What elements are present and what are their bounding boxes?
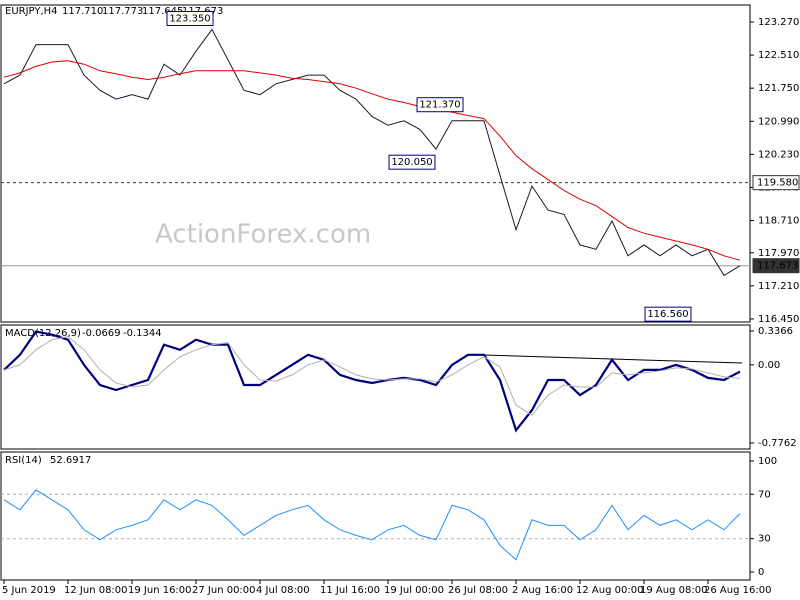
rsi-title: RSI(14) [5, 455, 42, 466]
level-label: 119.580 [757, 178, 798, 189]
y-tick-label: 30 [758, 534, 771, 545]
y-tick-label: 0.00 [758, 360, 780, 371]
annotation-box [644, 306, 692, 322]
x-tick-label: 19 Jul 00:00 [384, 585, 444, 596]
annotation-box [416, 97, 464, 113]
y-tick-label: 120.990 [758, 116, 799, 127]
y-tick-label: 0.3366 [758, 326, 793, 337]
level-box [752, 175, 800, 191]
series-line [3, 489, 741, 561]
x-tick-label: 12 Jun 08:00 [64, 585, 128, 596]
annotation-label: 121.370 [419, 100, 460, 111]
x-tick-label: 27 Jun 00:00 [192, 585, 256, 596]
series-line [3, 28, 741, 277]
x-tick-label: 12 Aug 00:00 [576, 585, 643, 596]
y-tick-label: 0 [758, 567, 764, 578]
y-tick-label: 100 [758, 456, 777, 467]
y-tick-label: 117.210 [758, 281, 799, 292]
ohlc-value: 117.710 [62, 6, 103, 17]
y-tick-label: 70 [758, 489, 771, 500]
x-tick-label: 19 Jun 16:00 [128, 585, 192, 596]
watermark: ActionForex.com [155, 220, 371, 250]
y-tick-label: 120.230 [758, 149, 799, 160]
ohlc-value: 117.645 [142, 6, 183, 17]
macd-last: -0.1344 [123, 328, 162, 339]
y-tick-label: -0.7762 [758, 438, 797, 449]
annotation-label: 123.350 [169, 13, 210, 24]
series-line [3, 330, 741, 433]
x-tick-label: 11 Jul 16:00 [320, 585, 380, 596]
x-tick-label: 5 Jun 2019 [2, 585, 56, 596]
level-label: 117.673 [757, 261, 798, 272]
annotation-box [166, 10, 214, 26]
macd-last: -0.0669 [82, 328, 121, 339]
symbol: EURJPY,H4 [5, 6, 58, 17]
series-line [3, 60, 741, 261]
price-panel [0, 4, 751, 323]
y-tick-label: 122.510 [758, 50, 799, 61]
y-tick-label: 121.750 [758, 83, 799, 94]
annotation-box [388, 154, 436, 170]
x-tick-label: 26 Jul 08:00 [448, 585, 508, 596]
y-tick-label: 116.450 [758, 314, 799, 325]
series-line [3, 336, 741, 416]
x-tick-label: 19 Aug 08:00 [640, 585, 707, 596]
level-box [752, 258, 800, 274]
x-tick-label: 2 Aug 16:00 [512, 585, 573, 596]
y-tick-label: 117.970 [758, 248, 799, 259]
ohlc-value: 117.773 [102, 6, 143, 17]
rsi-last: 52.6917 [50, 455, 91, 466]
y-tick-label: 123.270 [758, 17, 799, 28]
x-tick-label: 26 Aug 16:00 [704, 585, 771, 596]
y-tick-label: 118.710 [758, 216, 799, 227]
annotation-label: 120.050 [391, 157, 432, 168]
annotation-label: 116.560 [647, 309, 688, 320]
rsi-panel [0, 451, 751, 581]
macd-panel [0, 324, 751, 450]
x-tick-label: 4 Jul 08:00 [256, 585, 310, 596]
